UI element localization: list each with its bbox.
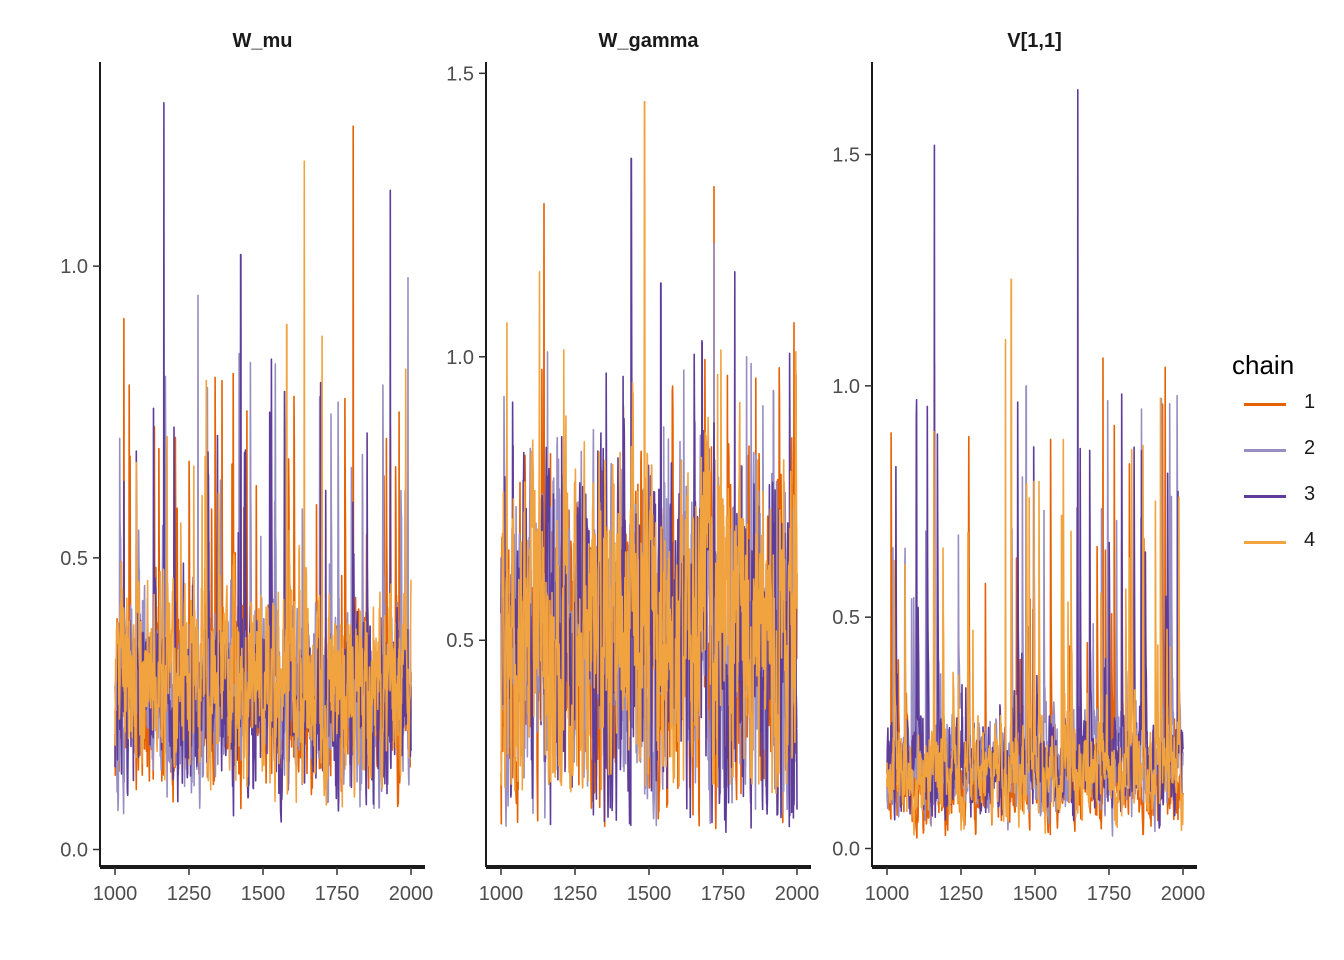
x-tick-label: 1500 <box>1013 883 1058 905</box>
legend-swatch-2 <box>1244 449 1286 452</box>
y-tick-label: 1.5 <box>446 63 474 85</box>
y-tick-label: 0.5 <box>60 548 88 570</box>
legend-label-1: 1 <box>1304 391 1316 413</box>
panel-title: V[1,1] <box>1007 30 1061 52</box>
x-tick-label: 1250 <box>167 883 212 905</box>
panel-3: V[1,1] 0.0 0.5 1.0 1.5 1000 1250 1500 1750 2000 <box>832 30 1205 905</box>
legend-item-3: 3 <box>1232 473 1332 519</box>
legend-item-4: 4 <box>1232 519 1332 565</box>
x-tick-label: 1000 <box>865 883 910 905</box>
legend-label-3: 3 <box>1304 483 1316 505</box>
trace-chain-4 <box>114 160 412 808</box>
x-tick-label: 1750 <box>701 883 746 905</box>
x-tick-label: 1750 <box>1087 883 1132 905</box>
y-tick-label: 1.0 <box>832 376 860 398</box>
x-tick-label: 1250 <box>553 883 598 905</box>
x-tick-label: 2000 <box>1161 883 1206 905</box>
x-tick-label: 1500 <box>241 883 286 905</box>
panel-2: W_gamma 0.5 1.0 1.5 1000 1250 1500 1750 2000 <box>446 30 819 905</box>
x-tick-label: 1500 <box>627 883 672 905</box>
x-tick-label: 1000 <box>479 883 524 905</box>
panel-title: W_mu <box>233 30 293 52</box>
legend-item-2: 2 <box>1232 427 1332 473</box>
legend-swatch-1 <box>1244 403 1286 406</box>
trace-chain-4 <box>500 100 798 795</box>
legend-label-2: 2 <box>1304 437 1316 459</box>
trace-chain-4 <box>886 278 1184 836</box>
legend-item-1: 1 <box>1232 381 1332 427</box>
x-tick-label: 1000 <box>93 883 138 905</box>
y-tick-label: 1.5 <box>832 145 860 167</box>
legend-swatch-3 <box>1244 495 1286 498</box>
y-tick-label: 0.5 <box>446 630 474 652</box>
x-tick-label: 1250 <box>939 883 984 905</box>
legend-swatch-4 <box>1244 541 1286 544</box>
y-tick-label: 0.0 <box>60 840 88 862</box>
legend-title: chain <box>1232 350 1295 380</box>
panel-1: W_mu 0.0 0.5 1.0 1000 1250 1500 1750 2000 <box>60 30 433 905</box>
legend-label-4: 4 <box>1304 529 1316 551</box>
panel-title: W_gamma <box>598 30 699 52</box>
y-tick-label: 1.0 <box>446 347 474 369</box>
y-tick-label: 1.0 <box>60 256 88 278</box>
chain-legend: chain 1 2 3 4 <box>1232 350 1332 565</box>
x-tick-label: 1750 <box>315 883 360 905</box>
x-tick-label: 2000 <box>389 883 434 905</box>
y-tick-label: 0.5 <box>832 607 860 629</box>
x-tick-label: 2000 <box>775 883 820 905</box>
y-tick-label: 0.0 <box>832 838 860 860</box>
